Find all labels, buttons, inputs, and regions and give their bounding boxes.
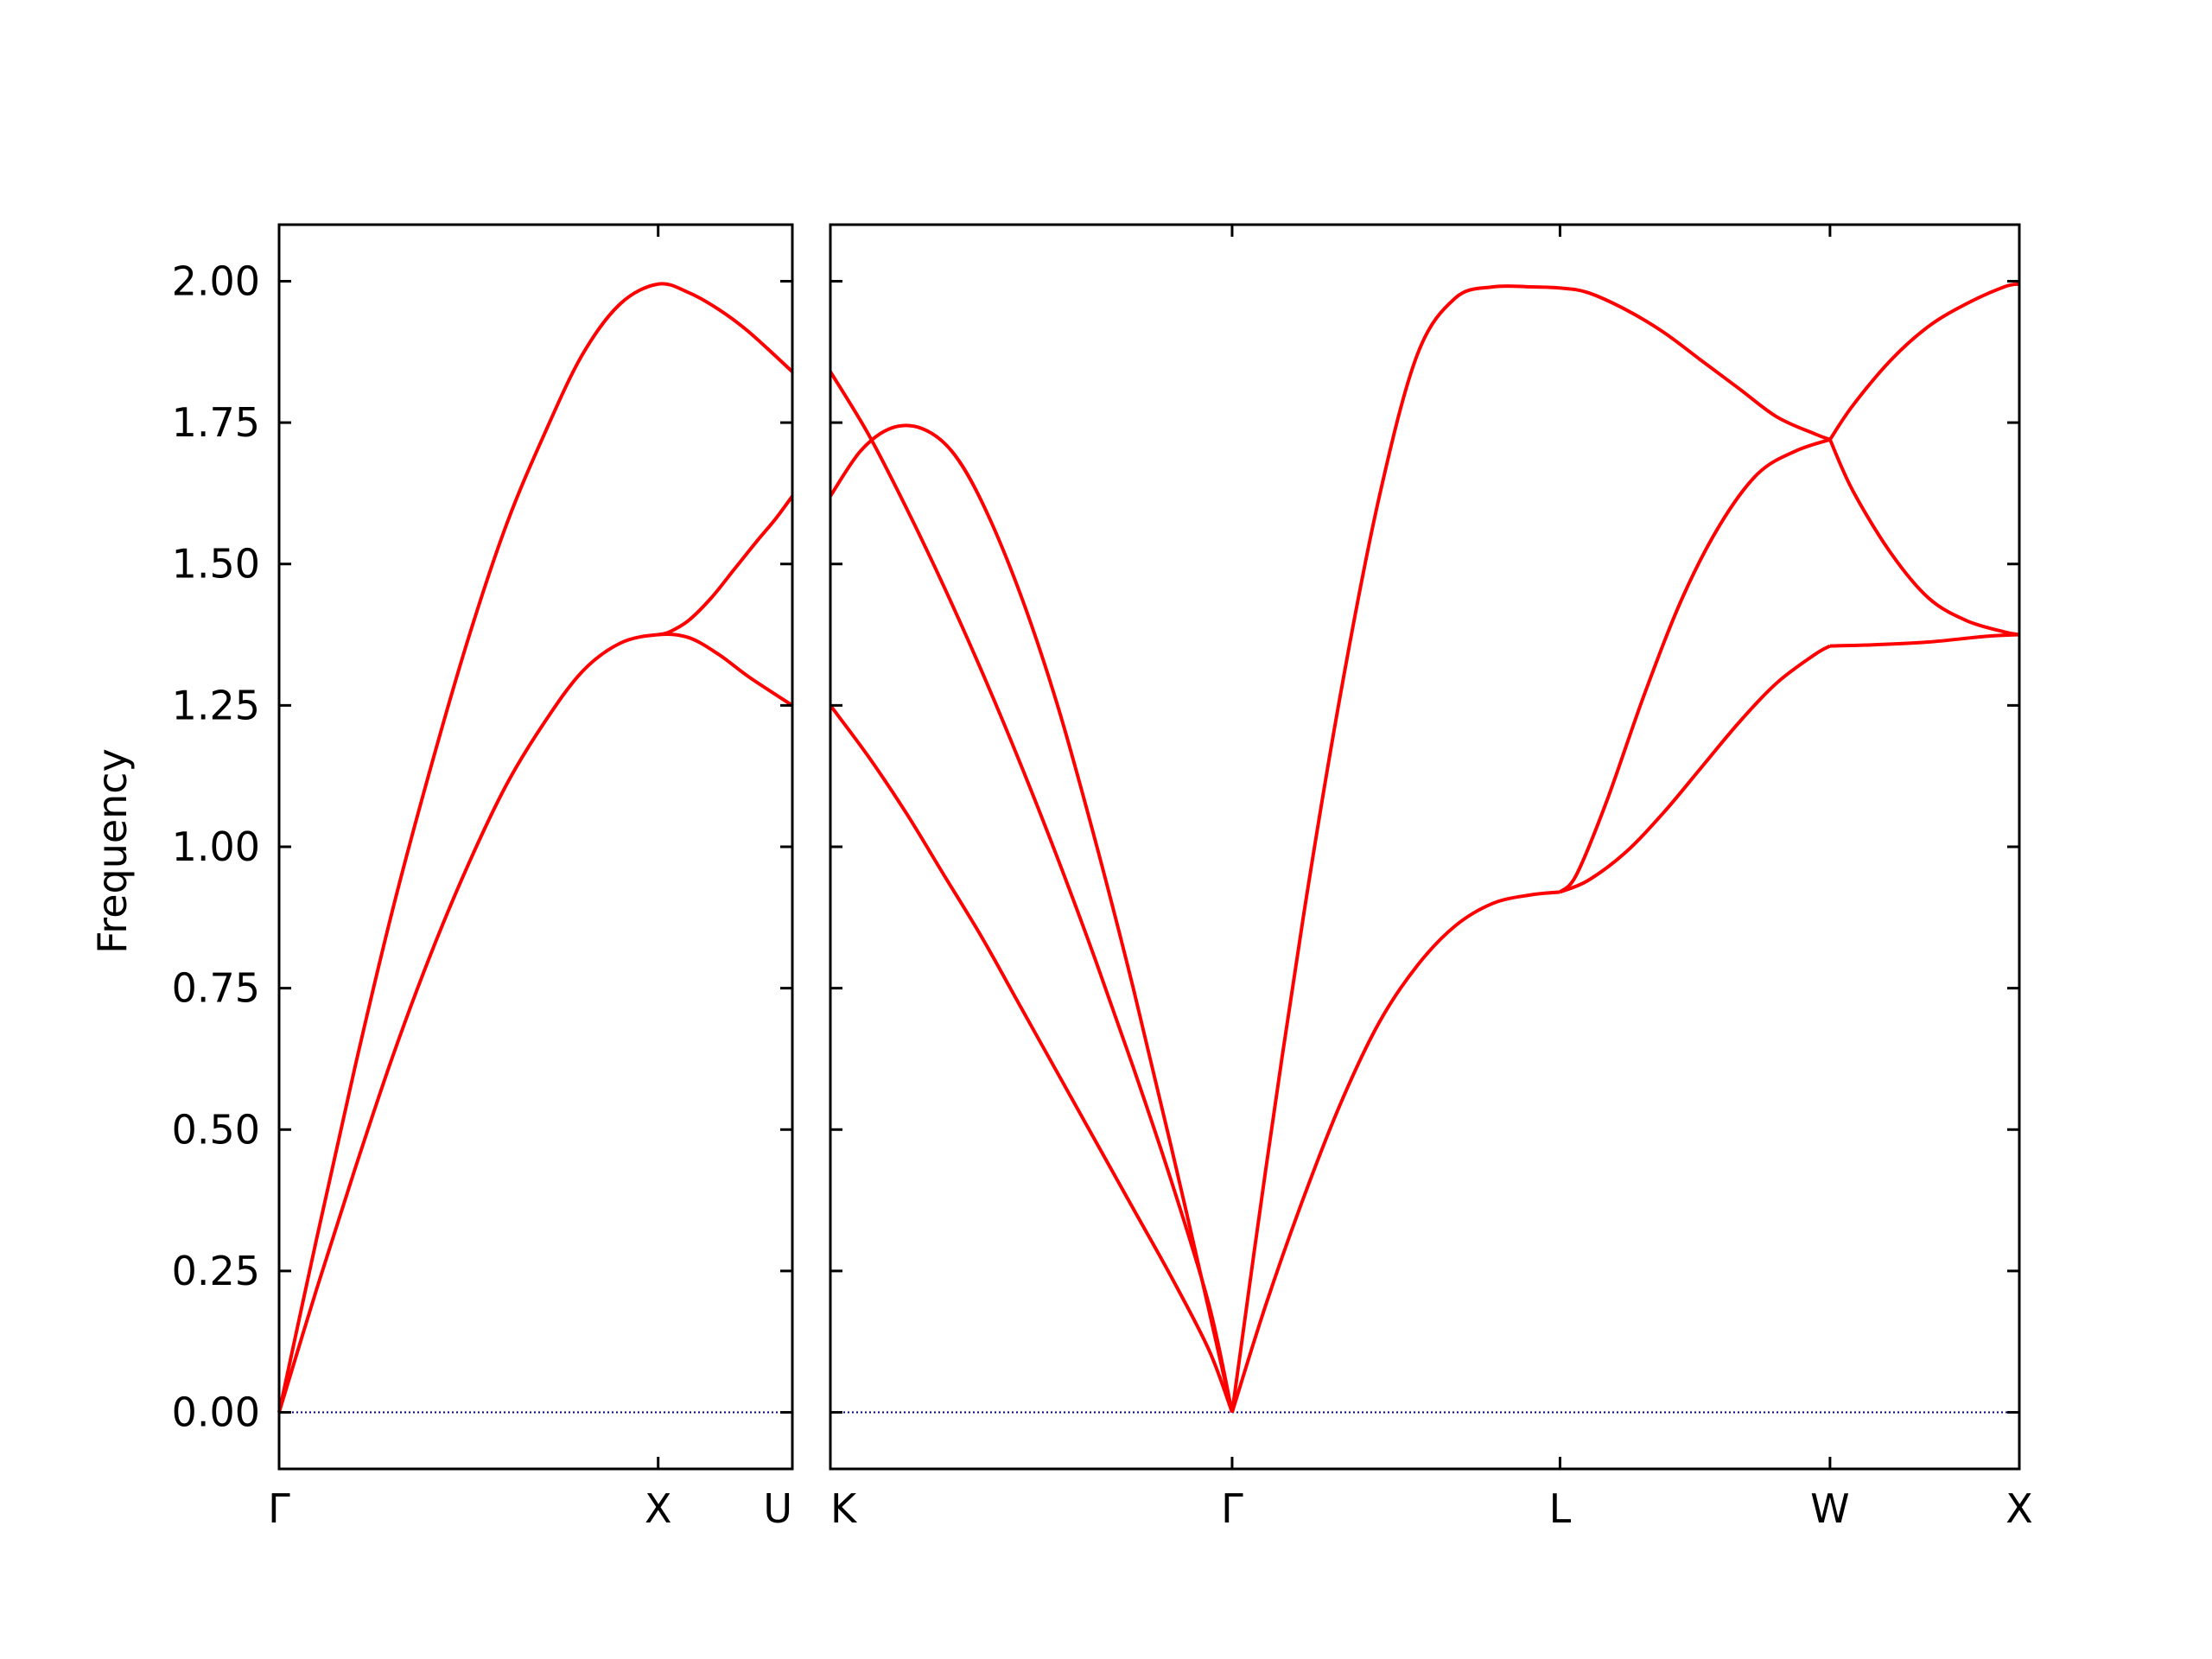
band-line-1-6 bbox=[1559, 644, 1831, 894]
y-tick-label: 2.00 bbox=[172, 257, 260, 304]
band-line-0-0 bbox=[277, 282, 794, 1413]
x-tick-label: Γ bbox=[1221, 1485, 1243, 1532]
y-tick-label: 1.25 bbox=[172, 682, 260, 728]
x-tick-label: W bbox=[1810, 1485, 1849, 1532]
band-line-0-1 bbox=[277, 632, 794, 1414]
panel-gamma-x-u: 0.00 0.25 0.50 0.75 1.00 1.25 1.50 1.75 2.00 Γ X U bbox=[172, 223, 794, 1532]
y-axis-label: Frequency bbox=[89, 748, 136, 954]
y-tick-label: 1.75 bbox=[172, 399, 260, 446]
x-tick-label: L bbox=[1549, 1485, 1572, 1532]
band-line-1-9 bbox=[1829, 632, 2020, 648]
y-tick-label: 1.50 bbox=[172, 541, 260, 588]
y-tick-label: 0.25 bbox=[172, 1248, 260, 1294]
y-tick-label: 0.00 bbox=[172, 1389, 260, 1436]
x-tick-label: X bbox=[2005, 1485, 2033, 1532]
band-line-1-4 bbox=[1230, 890, 1560, 1414]
y-tick-label: 1.00 bbox=[172, 823, 260, 870]
band-line-1-2 bbox=[829, 704, 1234, 1414]
x-tick-label: Γ bbox=[268, 1485, 290, 1532]
band-line-1-7 bbox=[1828, 282, 2020, 441]
band-line-0-2 bbox=[658, 494, 794, 637]
x-tick-label: U bbox=[763, 1485, 792, 1532]
band-line-1-8 bbox=[1828, 438, 2020, 637]
band-line-1-1 bbox=[829, 423, 1234, 1413]
x-tick-label: K bbox=[830, 1485, 858, 1532]
plot-frame bbox=[829, 223, 2021, 1471]
x-tick-label: X bbox=[645, 1485, 672, 1532]
band-line-1-3 bbox=[1230, 283, 1831, 1413]
y-tick-label: 0.50 bbox=[172, 1106, 260, 1153]
band-line-1-0 bbox=[829, 371, 1234, 1413]
band-line-1-5 bbox=[1558, 437, 1831, 893]
plot-frame bbox=[277, 223, 794, 1471]
y-tick-label: 0.75 bbox=[172, 965, 260, 1012]
